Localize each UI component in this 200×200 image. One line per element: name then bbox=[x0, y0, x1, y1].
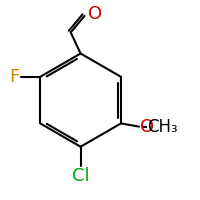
Text: CH₃: CH₃ bbox=[147, 118, 178, 136]
Text: O: O bbox=[140, 118, 154, 136]
Text: O: O bbox=[88, 5, 102, 23]
Text: F: F bbox=[10, 68, 20, 86]
Text: Cl: Cl bbox=[72, 167, 89, 185]
